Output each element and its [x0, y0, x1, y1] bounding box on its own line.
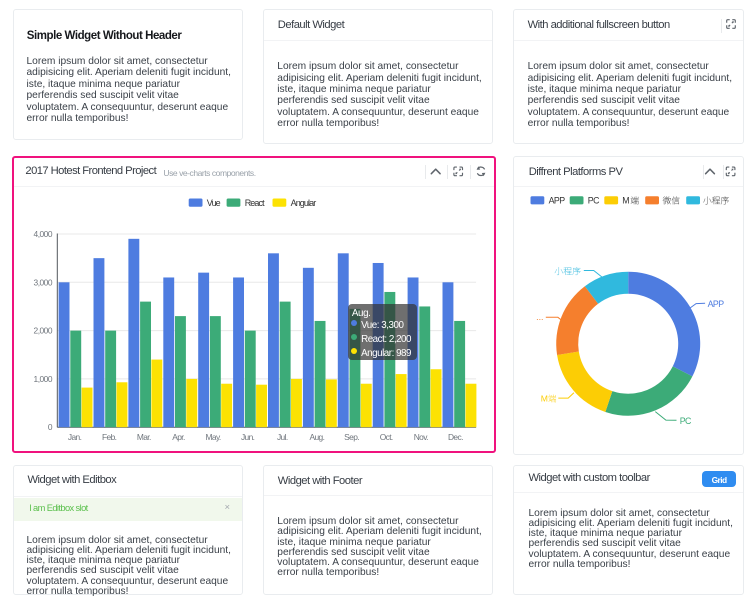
- svg-text:Sep.: Sep.: [344, 432, 359, 442]
- svg-text:Jan.: Jan.: [68, 432, 82, 442]
- svg-text:3,000: 3,000: [34, 277, 53, 287]
- svg-text:APP: APP: [708, 299, 725, 309]
- svg-text:APP: APP: [549, 196, 566, 206]
- svg-text:Dec.: Dec.: [448, 432, 463, 442]
- svg-text:M: M: [541, 394, 548, 404]
- svg-text:2,000: 2,000: [34, 326, 53, 336]
- svg-text:May.: May.: [206, 432, 221, 442]
- svg-text:Vue: Vue: [207, 198, 221, 208]
- svg-text:Jul.: Jul.: [277, 432, 288, 442]
- svg-text:Oct.: Oct.: [380, 432, 393, 442]
- svg-text:Apr.: Apr.: [172, 432, 185, 442]
- svg-text:0: 0: [48, 422, 53, 432]
- svg-text:4,000: 4,000: [34, 229, 53, 239]
- svg-text:...: ...: [536, 312, 543, 322]
- svg-text:Mar.: Mar.: [137, 432, 151, 442]
- svg-text:Angular: Angular: [291, 198, 317, 208]
- svg-text:Aug.: Aug.: [309, 432, 324, 442]
- svg-text:Feb.: Feb.: [102, 432, 117, 442]
- svg-text:React: React: [245, 198, 265, 208]
- svg-text:M: M: [622, 196, 629, 206]
- svg-text:PC: PC: [588, 196, 600, 206]
- svg-text:Nov.: Nov.: [414, 432, 429, 442]
- svg-text:1,000: 1,000: [34, 374, 53, 384]
- svg-text:Jun.: Jun.: [241, 432, 255, 442]
- svg-text:PC: PC: [680, 416, 692, 426]
